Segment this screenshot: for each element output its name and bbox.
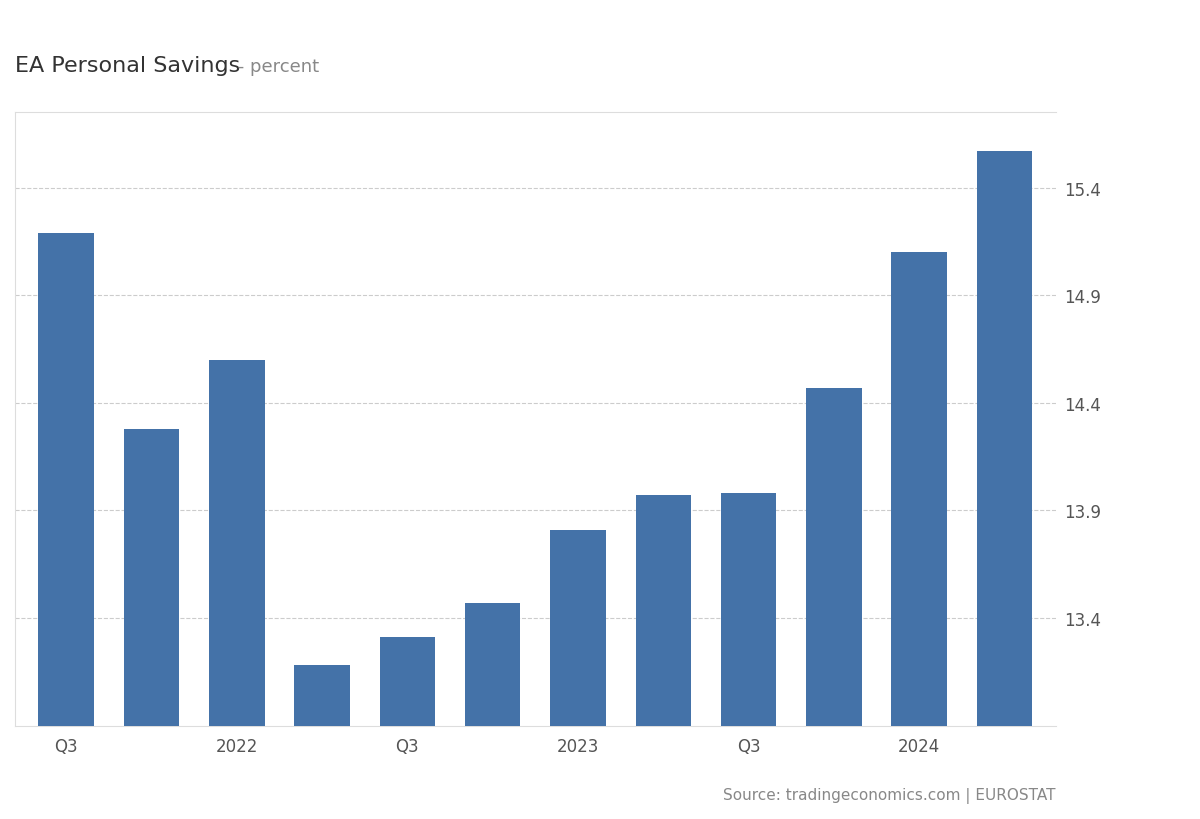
Bar	[551, 530, 606, 819]
Bar	[636, 495, 691, 819]
Text: EA Personal Savings: EA Personal Savings	[16, 57, 240, 76]
Bar	[806, 388, 862, 819]
Bar	[892, 253, 947, 819]
Bar	[379, 638, 436, 819]
Bar	[977, 152, 1032, 819]
Bar	[124, 429, 179, 819]
Bar	[294, 666, 350, 819]
Text: - percent: - percent	[232, 58, 319, 76]
Bar	[464, 604, 521, 819]
Bar	[209, 360, 264, 819]
Bar	[721, 494, 776, 819]
Bar	[38, 233, 94, 819]
Text: Source: tradingeconomics.com | EUROSTAT: Source: tradingeconomics.com | EUROSTAT	[724, 786, 1056, 803]
